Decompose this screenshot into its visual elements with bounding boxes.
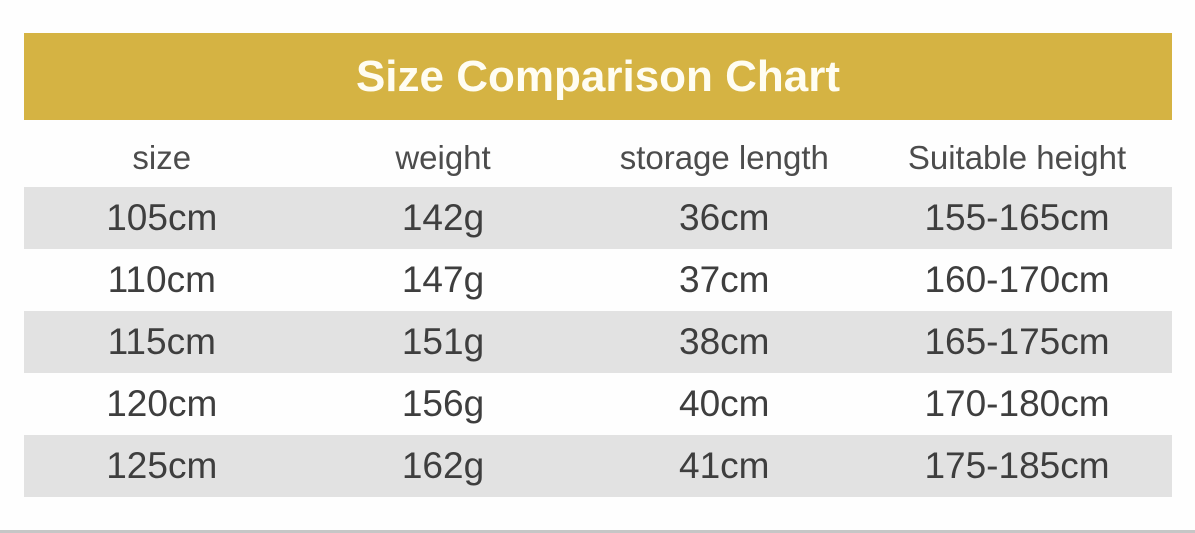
- size-table: size weight storage length Suitable heig…: [24, 128, 1172, 497]
- table-cell-storage-length: 41cm: [679, 445, 770, 486]
- table-cell-size: 125cm: [106, 445, 218, 486]
- column-header-suitable-height: Suitable height: [907, 138, 1127, 176]
- table-cell-size: 105cm: [106, 197, 218, 238]
- table-cell-storage-length: 37cm: [679, 259, 770, 300]
- table-cell-suitable-height: 170-180cm: [924, 383, 1110, 424]
- table-row: 110cm 147g 37cm 160-170cm: [24, 249, 1172, 311]
- table-header-row: size weight storage length Suitable heig…: [24, 128, 1172, 187]
- table-row: 125cm 162g 41cm 175-185cm: [24, 435, 1172, 497]
- table-cell-weight: 142g: [401, 197, 485, 238]
- table-cell-suitable-height: 175-185cm: [924, 445, 1110, 486]
- column-header-storage-length: storage length: [619, 138, 829, 176]
- table-cell-size: 120cm: [106, 383, 218, 424]
- table-cell-weight: 162g: [401, 445, 485, 486]
- column-header-weight: weight: [395, 138, 491, 176]
- table-cell-size: 115cm: [107, 321, 216, 362]
- table-cell-storage-length: 36cm: [679, 197, 770, 238]
- table-cell-storage-length: 38cm: [679, 321, 770, 362]
- table-cell-suitable-height: 165-175cm: [924, 321, 1110, 362]
- table-row: 105cm 142g 36cm 155-165cm: [24, 187, 1172, 249]
- table-cell-weight: 151g: [401, 321, 485, 362]
- table-cell-suitable-height: 155-165cm: [924, 197, 1110, 238]
- title-banner: Size Comparison Chart: [24, 33, 1172, 120]
- table-cell-weight: 156g: [401, 383, 485, 424]
- table-cell-weight: 147g: [401, 259, 485, 300]
- table-cell-size: 110cm: [107, 259, 216, 300]
- table-cell-storage-length: 40cm: [679, 383, 770, 424]
- column-header-size: size: [132, 138, 192, 176]
- page-title: Size Comparison Chart: [355, 51, 841, 101]
- table-row: 115cm 151g 38cm 165-175cm: [24, 311, 1172, 373]
- table-row: 120cm 156g 40cm 170-180cm: [24, 373, 1172, 435]
- table-cell-suitable-height: 160-170cm: [924, 259, 1110, 300]
- bottom-divider: [0, 530, 1195, 533]
